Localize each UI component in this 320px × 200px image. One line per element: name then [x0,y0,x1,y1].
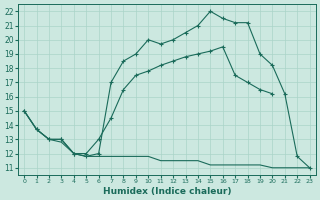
X-axis label: Humidex (Indice chaleur): Humidex (Indice chaleur) [103,187,231,196]
